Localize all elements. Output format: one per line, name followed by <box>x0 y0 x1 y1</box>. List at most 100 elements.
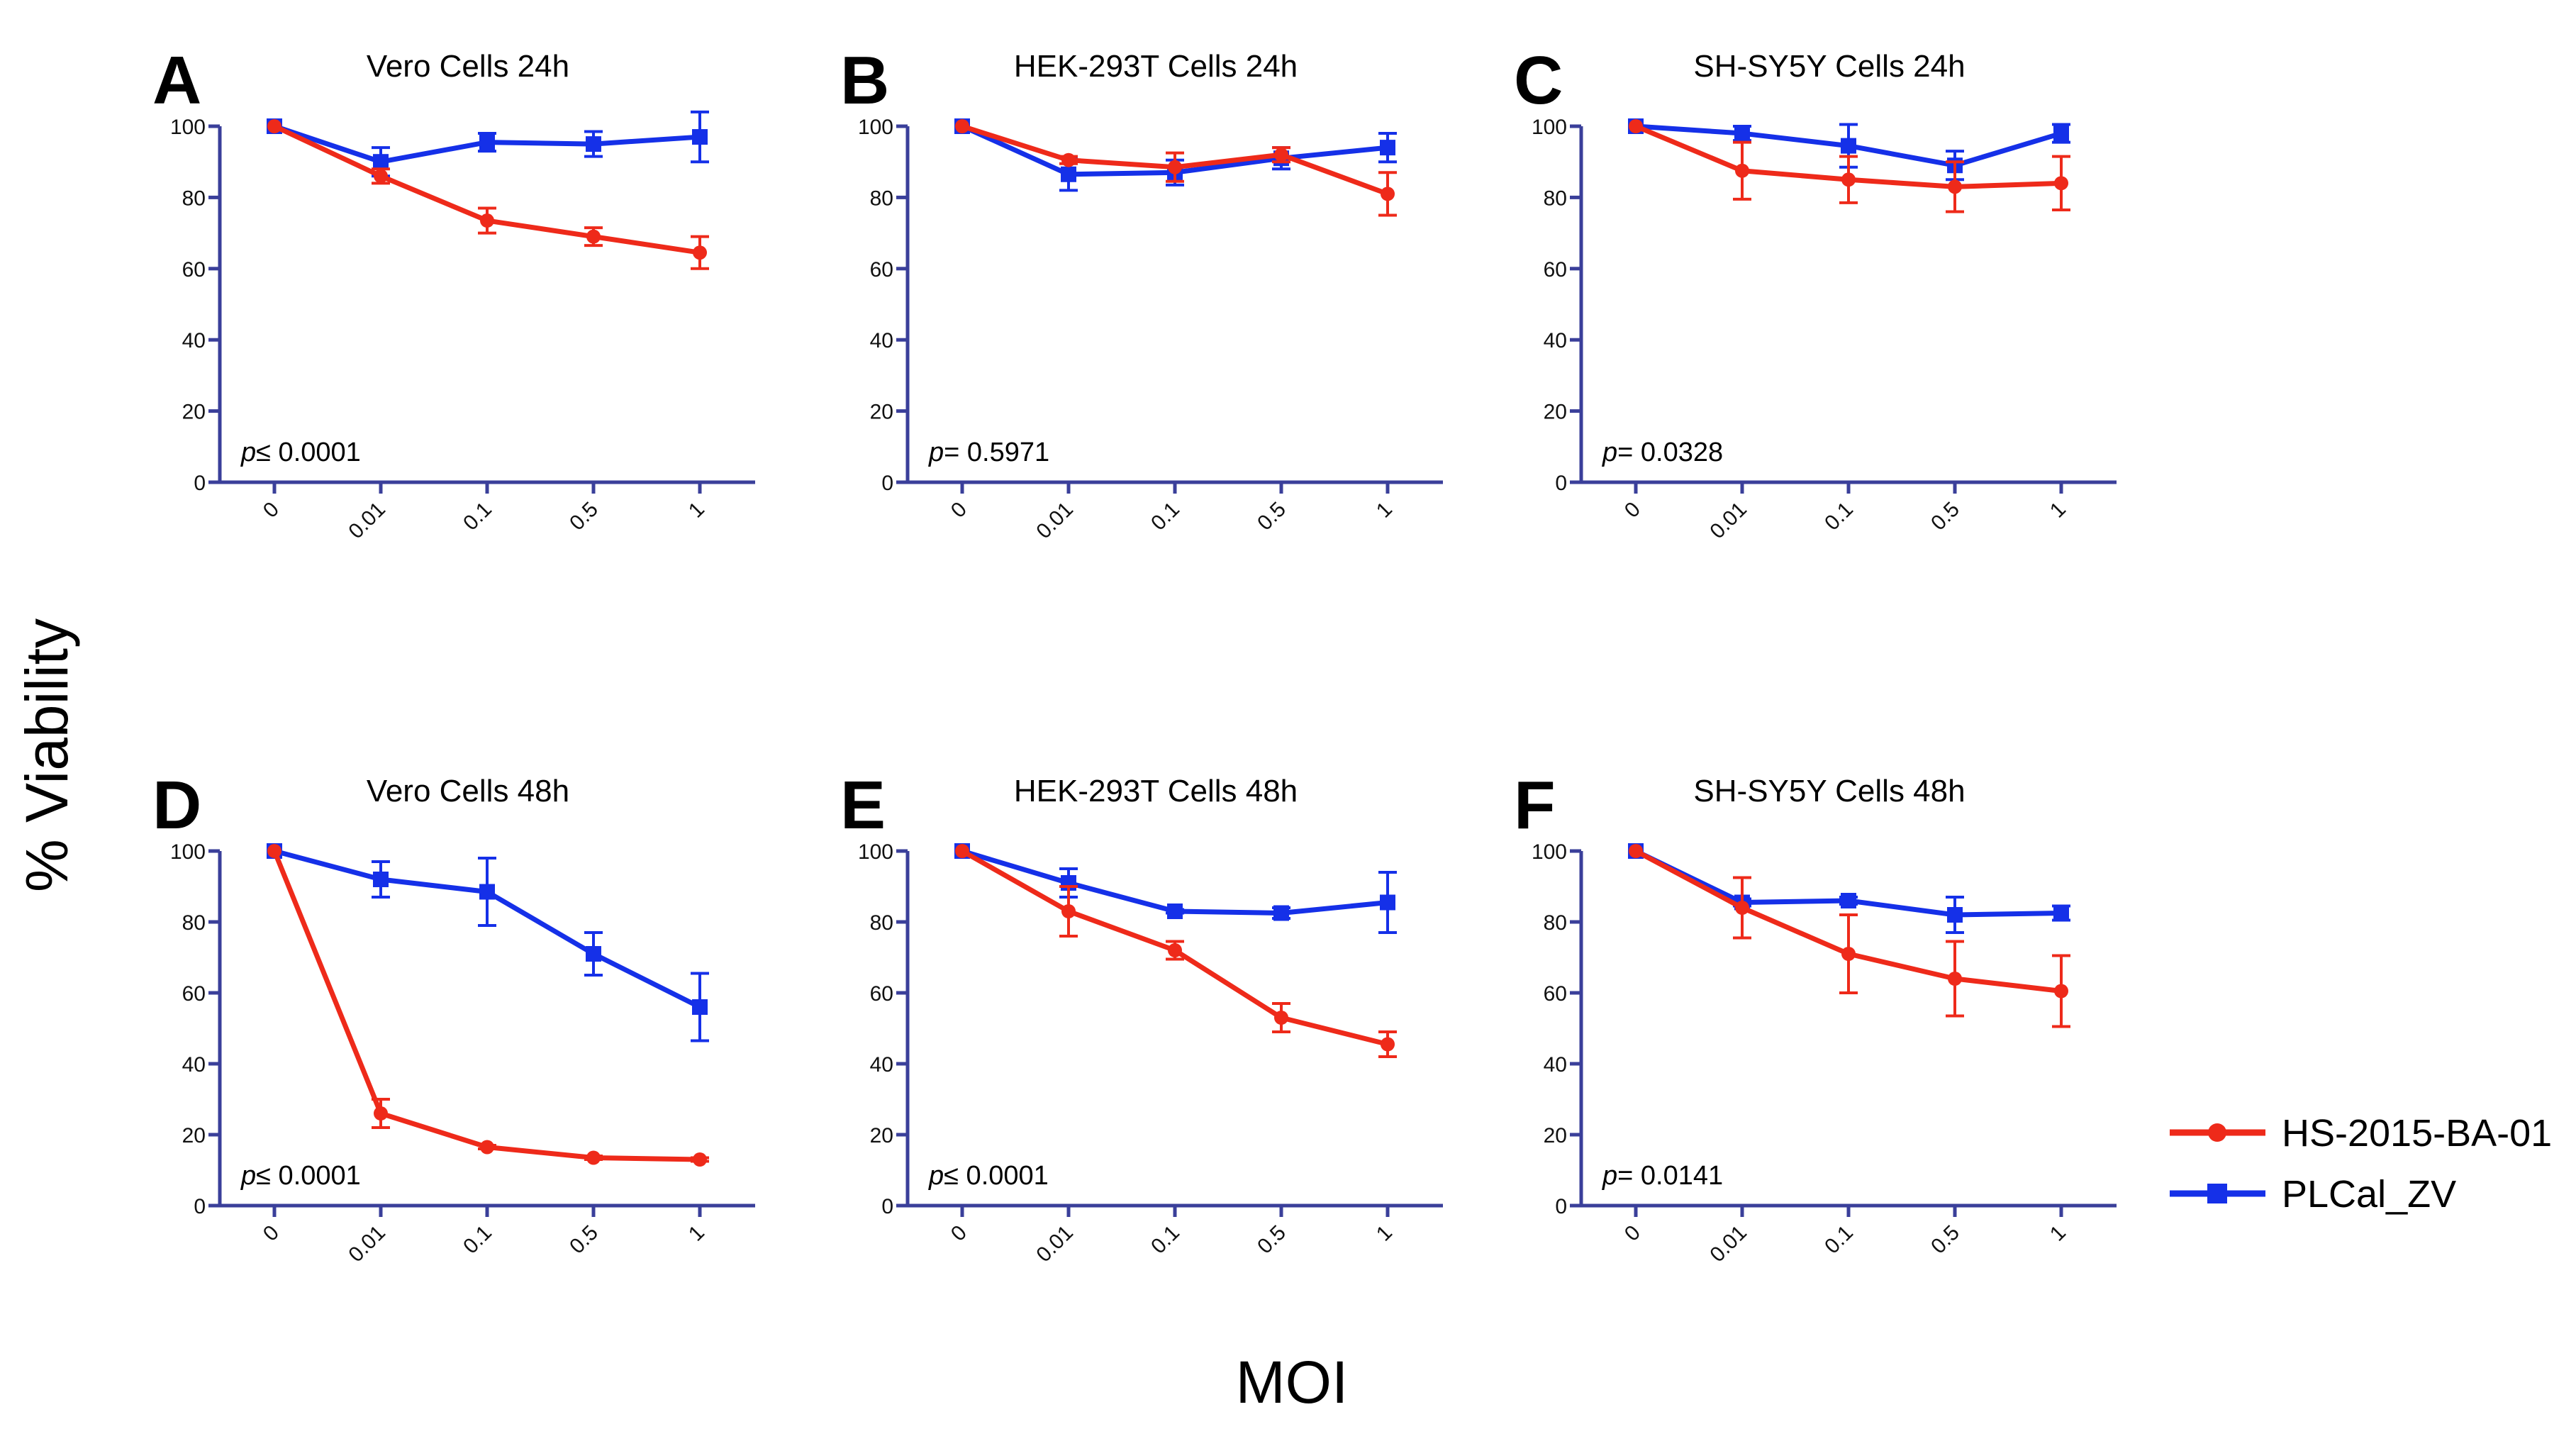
x-tick-label: 0.1 <box>1820 498 1858 535</box>
legend-label: PLCal_ZV <box>2282 1173 2456 1216</box>
data-point <box>1735 163 1749 178</box>
y-tick-label: 80 <box>870 911 893 935</box>
x-tick-label: 0.5 <box>1927 498 1964 535</box>
y-tick-label: 100 <box>858 840 893 864</box>
panel-e: E HEK-293T Cells 48h 0 20 40 60 80 100 0 0.01 0.1 0… <box>840 767 1443 1267</box>
data-point <box>1735 901 1749 915</box>
panel-letter: E <box>840 767 886 843</box>
x-tick-label: 0.01 <box>344 498 390 544</box>
p-value-text: = 0.0328 <box>1617 438 1723 467</box>
panel-letter: A <box>152 43 201 118</box>
data-point <box>955 844 969 858</box>
p-value-text: ≤ 0.0001 <box>944 1161 1049 1191</box>
x-tick-label: 0.5 <box>565 498 603 535</box>
x-tick-label: 0.1 <box>459 498 496 535</box>
panel-f: F SH-SY5Y Cells 48h 0 20 40 60 80 100 0 0.01 0.1 0.… <box>1514 767 2117 1267</box>
data-point <box>2053 905 2069 921</box>
series-hs-2015-ba-01 <box>1629 119 2070 213</box>
data-point <box>586 136 601 152</box>
x-tick-label: 0.01 <box>1032 498 1078 544</box>
data-point <box>373 872 389 887</box>
x-tick-label: 1 <box>2046 1221 2070 1246</box>
legend-entry: PLCal_ZV <box>2170 1173 2456 1216</box>
panel-title: Vero Cells 48h <box>367 774 569 808</box>
p-value-symbol: p <box>928 438 944 467</box>
y-tick-label: 60 <box>1544 258 1567 282</box>
series-hs-2015-ba-01 <box>955 844 1397 1058</box>
x-tick-label: 1 <box>2046 498 2070 523</box>
y-tick-label: 0 <box>881 472 893 495</box>
series-hs-2015-ba-01 <box>267 844 709 1167</box>
data-point <box>1168 160 1182 174</box>
data-point <box>267 119 281 133</box>
series-plcal-zv <box>267 843 709 1042</box>
x-tick-label: 0.1 <box>459 1221 496 1259</box>
data-point <box>1841 947 1856 961</box>
panel-c: C SH-SY5Y Cells 24h 0 20 40 60 80 100 0 0.01 0.1 0.… <box>1514 43 2117 543</box>
x-tick-label: 0.5 <box>1927 1221 1964 1259</box>
data-point <box>479 884 495 900</box>
data-point <box>373 154 389 170</box>
x-tick-label: 0.5 <box>1253 1221 1290 1259</box>
series-plcal-zv <box>954 843 1397 934</box>
p-value: p= 0.0328 <box>1602 438 1723 467</box>
x-tick-label: 0 <box>947 498 971 523</box>
panel-d: D Vero Cells 48h 0 20 40 60 80 100 0 0.01 0.1 0.5 1 p… <box>152 767 755 1267</box>
y-tick-label: 80 <box>182 187 206 210</box>
y-tick-label: 80 <box>182 911 206 935</box>
data-point <box>480 1140 494 1155</box>
data-point <box>692 129 708 145</box>
p-value-symbol: p <box>240 1161 256 1191</box>
x-tick-label: 0 <box>259 1221 284 1246</box>
x-tick-label: 0.01 <box>1705 498 1751 544</box>
x-tick-label: 1 <box>684 1221 709 1246</box>
y-axis-label: % Viability <box>13 618 80 892</box>
x-tick-label: 0.01 <box>344 1221 390 1267</box>
data-point <box>1061 166 1076 182</box>
data-point <box>1274 148 1288 162</box>
y-tick-label: 60 <box>870 982 893 1006</box>
y-tick-label: 100 <box>170 116 206 139</box>
data-point <box>1734 126 1750 142</box>
legend-marker <box>2208 1123 2226 1142</box>
p-value-text: ≤ 0.0001 <box>256 438 361 467</box>
data-point <box>2053 126 2069 142</box>
x-tick-label: 1 <box>1372 1221 1397 1246</box>
data-point <box>1381 187 1395 201</box>
y-tick-label: 60 <box>1544 982 1567 1006</box>
legend-label: HS-2015-BA-01 <box>2282 1112 2552 1155</box>
y-tick-label: 0 <box>194 1195 206 1218</box>
x-tick-label: 0.01 <box>1705 1221 1751 1267</box>
y-tick-label: 0 <box>194 472 206 495</box>
panel-title: SH-SY5Y Cells 48h <box>1693 774 1965 808</box>
data-point <box>586 946 601 962</box>
legend-entry: HS-2015-BA-01 <box>2170 1112 2552 1155</box>
p-value-symbol: p <box>1602 1161 1617 1191</box>
x-tick-label: 0.5 <box>1253 498 1290 535</box>
y-tick-label: 80 <box>1544 187 1567 210</box>
data-point <box>1380 140 1395 156</box>
x-tick-label: 0.1 <box>1820 1221 1858 1259</box>
data-point <box>1061 904 1076 918</box>
data-point <box>1380 894 1395 911</box>
p-value: p≤ 0.0001 <box>240 438 361 467</box>
data-point <box>1381 1037 1395 1052</box>
y-tick-label: 100 <box>858 116 893 139</box>
y-tick-label: 60 <box>182 982 206 1006</box>
y-tick-label: 20 <box>182 1124 206 1147</box>
data-point <box>2054 984 2068 999</box>
data-point <box>1629 844 1643 858</box>
y-tick-label: 0 <box>1555 472 1567 495</box>
x-tick-label: 0 <box>1620 498 1645 523</box>
y-tick-label: 100 <box>1532 116 1567 139</box>
p-value: p= 0.0141 <box>1602 1161 1723 1191</box>
data-point <box>1167 903 1183 919</box>
x-tick-label: 0.01 <box>1032 1221 1078 1267</box>
data-point <box>1948 179 1962 194</box>
data-point <box>479 134 495 150</box>
x-tick-label: 0 <box>947 1221 971 1246</box>
data-point <box>1841 138 1856 154</box>
x-tick-label: 1 <box>684 498 709 523</box>
